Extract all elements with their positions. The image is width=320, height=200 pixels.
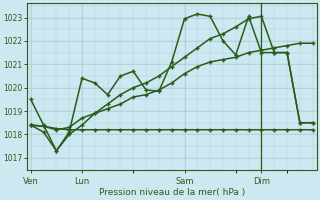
X-axis label: Pression niveau de la mer( hPa ): Pression niveau de la mer( hPa ): [99, 188, 245, 197]
